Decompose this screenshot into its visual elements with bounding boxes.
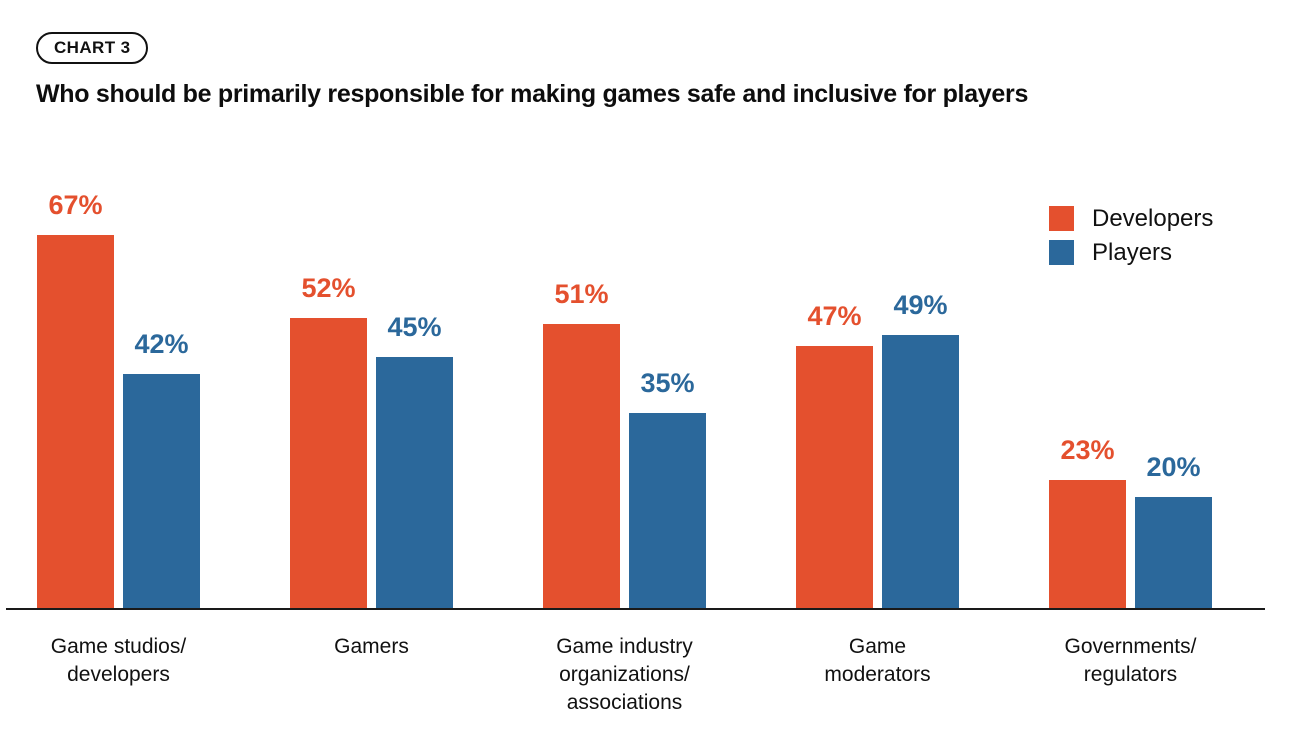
bar-item-developers: 51% — [543, 281, 620, 608]
bar-group: 51% 35% — [543, 281, 706, 608]
bar-developers — [290, 318, 367, 608]
bar-item-players: 20% — [1135, 454, 1212, 608]
bar-item-developers: 67% — [37, 192, 114, 608]
category-labels: Game studios/developers Gamers Game indust… — [37, 633, 1212, 717]
bar-players — [376, 357, 453, 608]
bar-developers — [543, 324, 620, 608]
bar-value-label: 42% — [134, 329, 189, 359]
x-axis-baseline — [6, 608, 1265, 610]
bar-players — [1135, 497, 1212, 608]
bar-value-label: 51% — [554, 279, 609, 309]
bar-group: 52% 45% — [290, 275, 453, 608]
bar-item-developers: 52% — [290, 275, 367, 608]
bar-developers — [37, 235, 114, 608]
bar-item-players: 49% — [882, 292, 959, 608]
bar-value-label: 45% — [387, 312, 442, 342]
bar-item-developers: 23% — [1049, 437, 1126, 608]
legend-item-players: Players — [1049, 240, 1213, 265]
category-label: Game industry organizations/associations — [556, 635, 693, 714]
chart-title: Who should be primarily responsible for … — [36, 80, 1029, 108]
players-swatch-icon — [1049, 240, 1074, 265]
bar-item-players: 45% — [376, 314, 453, 608]
bar-players — [123, 374, 200, 608]
plot-area: 67% 42% 52% 45% 51% 35% 47% 49% 23% 20% — [37, 170, 1212, 608]
bar-item-players: 42% — [123, 331, 200, 608]
bar-group: 67% 42% — [37, 192, 200, 608]
bar-value-label: 35% — [640, 368, 695, 398]
bar-value-label: 49% — [893, 290, 948, 320]
legend-item-developers: Developers — [1049, 206, 1213, 231]
legend-label-developers: Developers — [1092, 204, 1214, 232]
bar-value-label: 67% — [48, 190, 103, 220]
bar-value-label: 20% — [1146, 452, 1201, 482]
legend-label-players: Players — [1092, 238, 1173, 266]
bar-developers — [796, 346, 873, 608]
category-label: Game moderators — [824, 635, 931, 686]
chart-number-badge: CHART 3 — [36, 32, 149, 64]
bar-group: 23% 20% — [1049, 437, 1212, 608]
bar-value-label: 47% — [807, 301, 862, 331]
bar-item-developers: 47% — [796, 303, 873, 608]
bar-value-label: 52% — [301, 273, 356, 303]
legend: Developers Players — [1049, 206, 1213, 265]
bar-players — [882, 335, 959, 608]
bar-group: 47% 49% — [796, 292, 959, 608]
bar-item-players: 35% — [629, 370, 706, 608]
category-label: Gamers — [334, 635, 409, 658]
bar-players — [629, 413, 706, 608]
bar-value-label: 23% — [1060, 435, 1115, 465]
bar-developers — [1049, 480, 1126, 608]
category-label: Governments/regulators — [1064, 635, 1197, 686]
category-label: Game studios/developers — [50, 635, 187, 686]
developers-swatch-icon — [1049, 206, 1074, 231]
